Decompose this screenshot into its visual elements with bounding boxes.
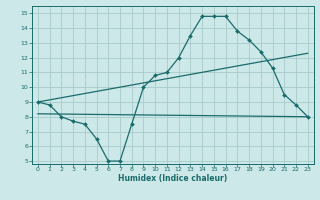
X-axis label: Humidex (Indice chaleur): Humidex (Indice chaleur) [118, 174, 228, 183]
